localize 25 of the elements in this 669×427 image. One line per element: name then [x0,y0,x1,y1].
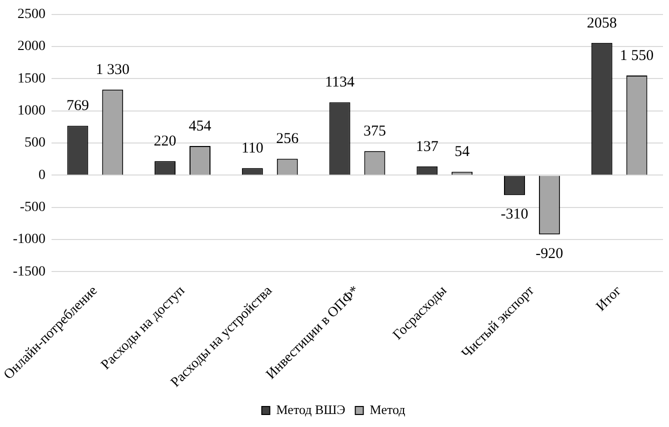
y-tick-label: -1500 [12,264,46,280]
data-label: 220 [154,134,176,150]
y-tick-label: 500 [24,136,46,151]
data-label: 454 [188,118,212,134]
data-label: -310 [500,206,528,223]
y-tick-label: 0 [38,168,46,183]
y-tick-label: 2500 [17,7,46,22]
data-label: 375 [363,124,386,140]
data-label: -920 [536,246,564,262]
data-label: 1 550 [620,48,654,64]
data-label: 110 [241,140,264,157]
y-tick-label: -500 [20,200,46,216]
legend-label: Метод [370,402,406,417]
data-label: 137 [416,138,439,155]
y-tick-label: -1000 [12,232,46,248]
y-tick-label: 1500 [17,71,46,86]
data-label: 256 [276,131,300,148]
data-label: 2058 [586,15,617,32]
y-tick-label: 2000 [17,39,46,54]
data-label: 1 330 [96,62,130,78]
legend-label: Метод ВШЭ [276,402,346,417]
data-label: 54 [454,144,470,160]
data-label: 1134 [325,74,355,91]
y-tick-label: 1000 [17,104,46,119]
data-label: 769 [66,98,89,114]
